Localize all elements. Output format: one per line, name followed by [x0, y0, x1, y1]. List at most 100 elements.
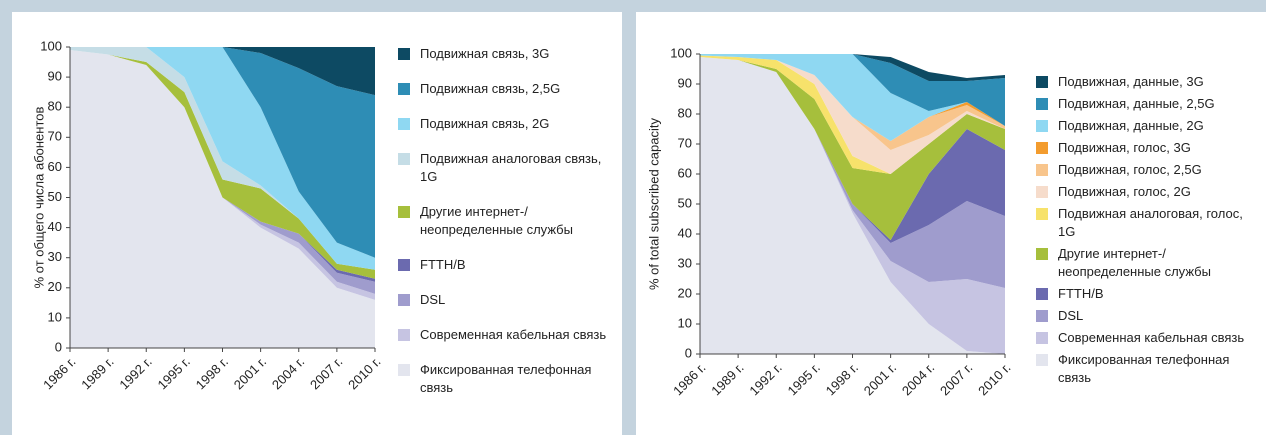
legend-item: Подвижная, голос, 2,5G	[1036, 161, 1251, 179]
y-tick-label: 100	[40, 38, 62, 53]
area	[70, 47, 375, 270]
legend-item: Подвижная, данные, 2G	[1036, 117, 1251, 135]
legend-item: Подвижная аналоговая, голос, 1G	[1036, 205, 1251, 241]
y-tick-label: 20	[48, 279, 62, 294]
y-tick-label: 40	[678, 225, 692, 240]
y-tick-label: 40	[48, 219, 62, 234]
legend-swatch	[1036, 332, 1048, 344]
legend-item: Современная кабельная связь	[1036, 329, 1251, 347]
legend-label: Подвижная аналоговая, голос, 1G	[1058, 206, 1243, 239]
legend-item: FTTH/B	[1036, 285, 1251, 303]
y-tick-label: 60	[48, 159, 62, 174]
legend-item: Подвижная связь, 3G	[398, 45, 618, 63]
legend-swatch	[1036, 142, 1048, 154]
y-tick-label: 0	[55, 339, 62, 354]
legend-swatch	[1036, 310, 1048, 322]
legend: Подвижная, данные, 3G Подвижная, данные, …	[1036, 73, 1251, 387]
area	[700, 54, 1005, 81]
legend-label: Подвижная, голос, 3G	[1058, 140, 1191, 155]
legend-item: FTTH/B	[398, 256, 618, 274]
area	[700, 57, 1005, 288]
legend-item: Современная кабельная связь	[398, 326, 618, 344]
legend-item: Фиксированная телефонная связь	[1036, 351, 1251, 387]
legend-swatch	[398, 48, 410, 60]
legend-item: Подвижная, данные, 3G	[1036, 73, 1251, 91]
legend-label: DSL	[1058, 308, 1084, 323]
legend-item: Подвижная, голос, 3G	[1036, 139, 1251, 157]
y-tick-label: 10	[48, 309, 62, 324]
legend-swatch	[398, 83, 410, 95]
legend-label: Подвижная, голос, 2G	[1058, 184, 1191, 199]
legend-label: Подвижная, голос, 2,5G	[1058, 162, 1202, 177]
legend-swatch	[398, 329, 410, 341]
legend-swatch	[1036, 164, 1048, 176]
y-tick-label: 50	[48, 189, 62, 204]
y-tick-label: 30	[48, 249, 62, 264]
y-axis-label: % of total subscribed capacity	[646, 118, 661, 290]
legend-label: Фиксированная телефонная связь	[420, 362, 592, 395]
area	[700, 55, 1005, 174]
legend-item: Другие интернет-/неопределенные службы	[1036, 245, 1251, 281]
y-tick-label: 30	[678, 255, 692, 270]
legend-label: Подвижная связь, 2G	[420, 116, 550, 131]
area	[700, 57, 1005, 240]
legend-label: Подвижная аналоговая связь, 1G	[420, 151, 602, 184]
y-tick-label: 70	[678, 135, 692, 150]
legend-label: Другие интернет-/неопределенные службы	[1058, 246, 1211, 279]
legend: Подвижная связь, 3G Подвижная связь, 2,5G…	[398, 45, 618, 397]
y-tick-label: 60	[678, 165, 692, 180]
legend-swatch	[1036, 208, 1048, 220]
legend-label: Подвижная, данные, 3G	[1058, 74, 1204, 89]
legend-label: DSL	[420, 292, 446, 307]
y-tick-label: 80	[48, 99, 62, 114]
legend-item: Подвижная, данные, 2,5G	[1036, 95, 1251, 113]
legend-label: Подвижная связь, 3G	[420, 46, 550, 61]
y-tick-label: 20	[678, 285, 692, 300]
legend-item: Подвижная аналоговая связь, 1G	[398, 150, 618, 186]
y-tick-label: 90	[48, 69, 62, 84]
legend-swatch	[1036, 248, 1048, 260]
y-tick-label: 10	[678, 315, 692, 330]
legend-label: Современная кабельная связь	[1058, 330, 1245, 345]
legend-label: Подвижная, данные, 2G	[1058, 118, 1204, 133]
legend-swatch	[1036, 186, 1048, 198]
legend-label: Фиксированная телефонная связь	[1058, 352, 1230, 385]
area	[700, 54, 1005, 141]
y-axis-label: % от общего числа абонентов	[31, 106, 46, 288]
y-tick-label: 50	[678, 195, 692, 210]
legend-item: Фиксированная телефонная связь	[398, 361, 618, 397]
legend-item: Подвижная связь, 2,5G	[398, 80, 618, 98]
legend-swatch	[1036, 120, 1048, 132]
legend-label: Подвижная связь, 2,5G	[420, 81, 561, 96]
legend-label: Подвижная, данные, 2,5G	[1058, 96, 1215, 111]
area	[700, 57, 1005, 354]
y-tick-label: 70	[48, 129, 62, 144]
area	[70, 47, 375, 96]
area	[700, 57, 1005, 354]
legend-item: DSL	[398, 291, 618, 309]
legend-item: Подвижная связь, 2G	[398, 115, 618, 133]
legend-label: Современная кабельная связь	[420, 327, 607, 342]
legend-swatch	[398, 153, 410, 165]
legend-swatch	[1036, 98, 1048, 110]
legend-swatch	[398, 206, 410, 218]
legend-swatch	[1036, 288, 1048, 300]
legend-swatch	[398, 118, 410, 130]
legend-swatch	[1036, 354, 1048, 366]
legend-item: Другие интернет-/неопределенные службы	[398, 203, 618, 239]
y-tick-label: 0	[685, 345, 692, 360]
legend-label: Другие интернет-/неопределенные службы	[420, 204, 573, 237]
legend-label: FTTH/B	[1058, 286, 1104, 301]
legend-item: Подвижная, голос, 2G	[1036, 183, 1251, 201]
y-tick-label: 90	[678, 75, 692, 90]
area	[70, 50, 375, 279]
area	[70, 47, 375, 258]
y-tick-label: 100	[670, 45, 692, 60]
area	[70, 50, 375, 348]
area	[700, 57, 1005, 243]
legend-swatch	[1036, 76, 1048, 88]
area	[700, 55, 1005, 150]
legend-item: DSL	[1036, 307, 1251, 325]
y-tick-label: 80	[678, 105, 692, 120]
